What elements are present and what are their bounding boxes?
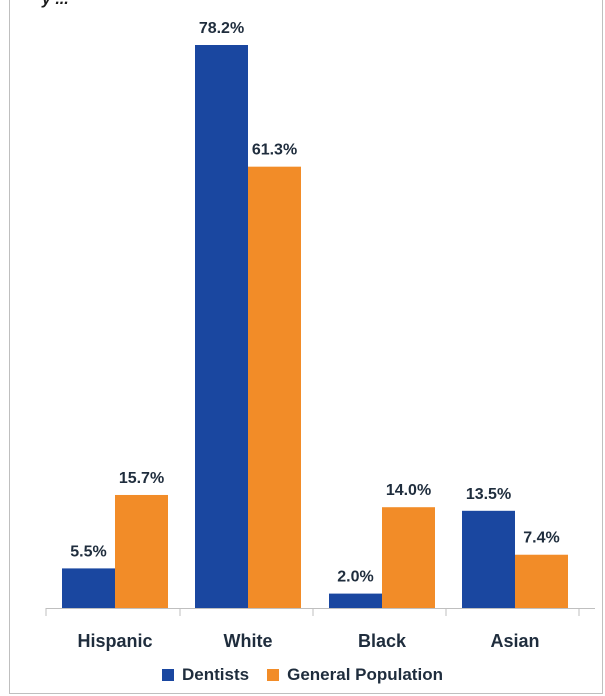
x-tick-label-asian: Asian (490, 631, 539, 651)
data-label-general-population-black: 14.0% (386, 482, 431, 499)
data-label-dentists-hispanic: 5.5% (70, 543, 106, 560)
data-label-dentists-black: 2.0% (337, 569, 373, 586)
chart-title-fragment: y ... (42, 0, 69, 9)
data-label-general-population-asian: 7.4% (523, 530, 559, 547)
data-label-general-population-hispanic: 15.7% (119, 470, 164, 487)
bar-dentists-asian (462, 510, 515, 608)
bar-general-population-hispanic (115, 494, 168, 608)
bar-general-population-white (248, 166, 301, 608)
x-tick-label-black: Black (358, 631, 407, 651)
bar-dentists-hispanic (62, 568, 115, 608)
data-label-dentists-white: 78.2% (199, 20, 244, 37)
legend: Dentists General Population (0, 665, 605, 685)
data-label-general-population-white: 61.3% (252, 142, 297, 159)
x-tick-label-hispanic: Hispanic (77, 631, 152, 651)
legend-label-dentists: Dentists (182, 665, 250, 684)
legend-swatch-dentists (162, 669, 175, 681)
x-tick-label-white: White (224, 631, 273, 651)
chart-frame (9, 0, 603, 694)
data-label-dentists-asian: 13.5% (466, 486, 511, 503)
legend-label-general-population: General Population (287, 665, 443, 684)
legend-item-dentists: Dentists (162, 665, 249, 685)
bar-dentists-white (195, 45, 248, 608)
bar-dentists-black (329, 593, 382, 608)
legend-swatch-general-population (267, 669, 280, 681)
bar-general-population-black (382, 507, 435, 608)
legend-item-general-population: General Population (267, 665, 443, 685)
bar-general-population-asian (515, 554, 568, 608)
